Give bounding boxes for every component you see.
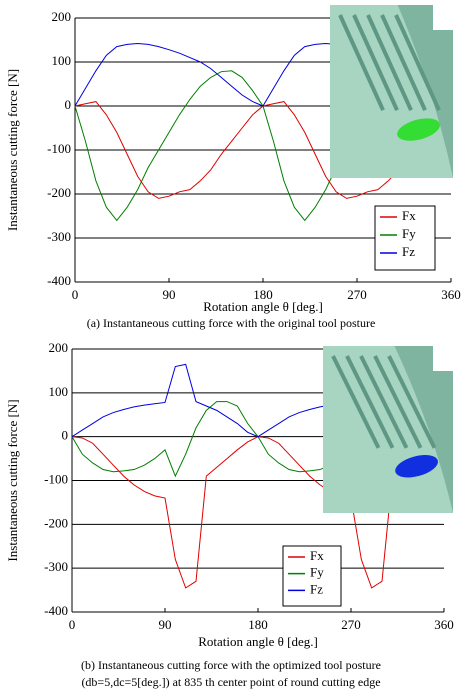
y-axis-label: Instantaneous cutting force [N] bbox=[5, 69, 20, 231]
legend-label: Fy bbox=[402, 226, 416, 241]
inset-image bbox=[323, 346, 453, 513]
x-tick-label: 180 bbox=[248, 617, 268, 632]
figure: 2001000-100-200-300-400090180270360FxFyF… bbox=[0, 0, 462, 695]
y-tick-label: 100 bbox=[49, 384, 69, 399]
caption: (a) Instantaneous cutting force with the… bbox=[87, 316, 376, 330]
x-tick-label: 270 bbox=[347, 287, 367, 302]
caption: (db=5,dc=5[deg.]) at 835 th center point… bbox=[81, 675, 380, 689]
legend-label: Fx bbox=[402, 208, 416, 223]
y-tick-label: 0 bbox=[65, 97, 72, 112]
x-tick-label: 90 bbox=[159, 617, 172, 632]
legend-label: Fx bbox=[310, 548, 324, 563]
x-axis-label: Rotation angle θ [deg.] bbox=[203, 299, 323, 314]
y-tick-label: -400 bbox=[47, 273, 71, 288]
y-tick-label: -200 bbox=[44, 515, 68, 530]
y-tick-label: -300 bbox=[44, 559, 68, 574]
y-tick-label: 100 bbox=[52, 53, 72, 68]
y-tick-label: -100 bbox=[47, 141, 71, 156]
x-tick-label: 360 bbox=[441, 287, 461, 302]
y-tick-label: -100 bbox=[44, 471, 68, 486]
y-axis-label: Instantaneous cutting force [N] bbox=[5, 399, 20, 561]
y-tick-label: -200 bbox=[47, 185, 71, 200]
inset-image bbox=[330, 5, 453, 178]
caption: (b) Instantaneous cutting force with the… bbox=[81, 658, 381, 672]
legend-label: Fy bbox=[310, 565, 324, 580]
x-tick-label: 90 bbox=[163, 287, 176, 302]
y-tick-label: 200 bbox=[49, 340, 69, 355]
inset-white bbox=[433, 5, 453, 30]
inset-white bbox=[433, 346, 453, 371]
legend-label: Fz bbox=[310, 581, 323, 596]
y-tick-label: -400 bbox=[44, 603, 68, 618]
y-tick-label: -300 bbox=[47, 229, 71, 244]
x-tick-label: 0 bbox=[72, 287, 79, 302]
legend-label: Fz bbox=[402, 244, 415, 259]
x-tick-label: 270 bbox=[341, 617, 361, 632]
x-axis-label: Rotation angle θ [deg.] bbox=[198, 634, 318, 649]
y-tick-label: 0 bbox=[62, 428, 69, 443]
y-tick-label: 200 bbox=[52, 9, 72, 24]
x-tick-label: 360 bbox=[434, 617, 454, 632]
x-tick-label: 0 bbox=[69, 617, 76, 632]
